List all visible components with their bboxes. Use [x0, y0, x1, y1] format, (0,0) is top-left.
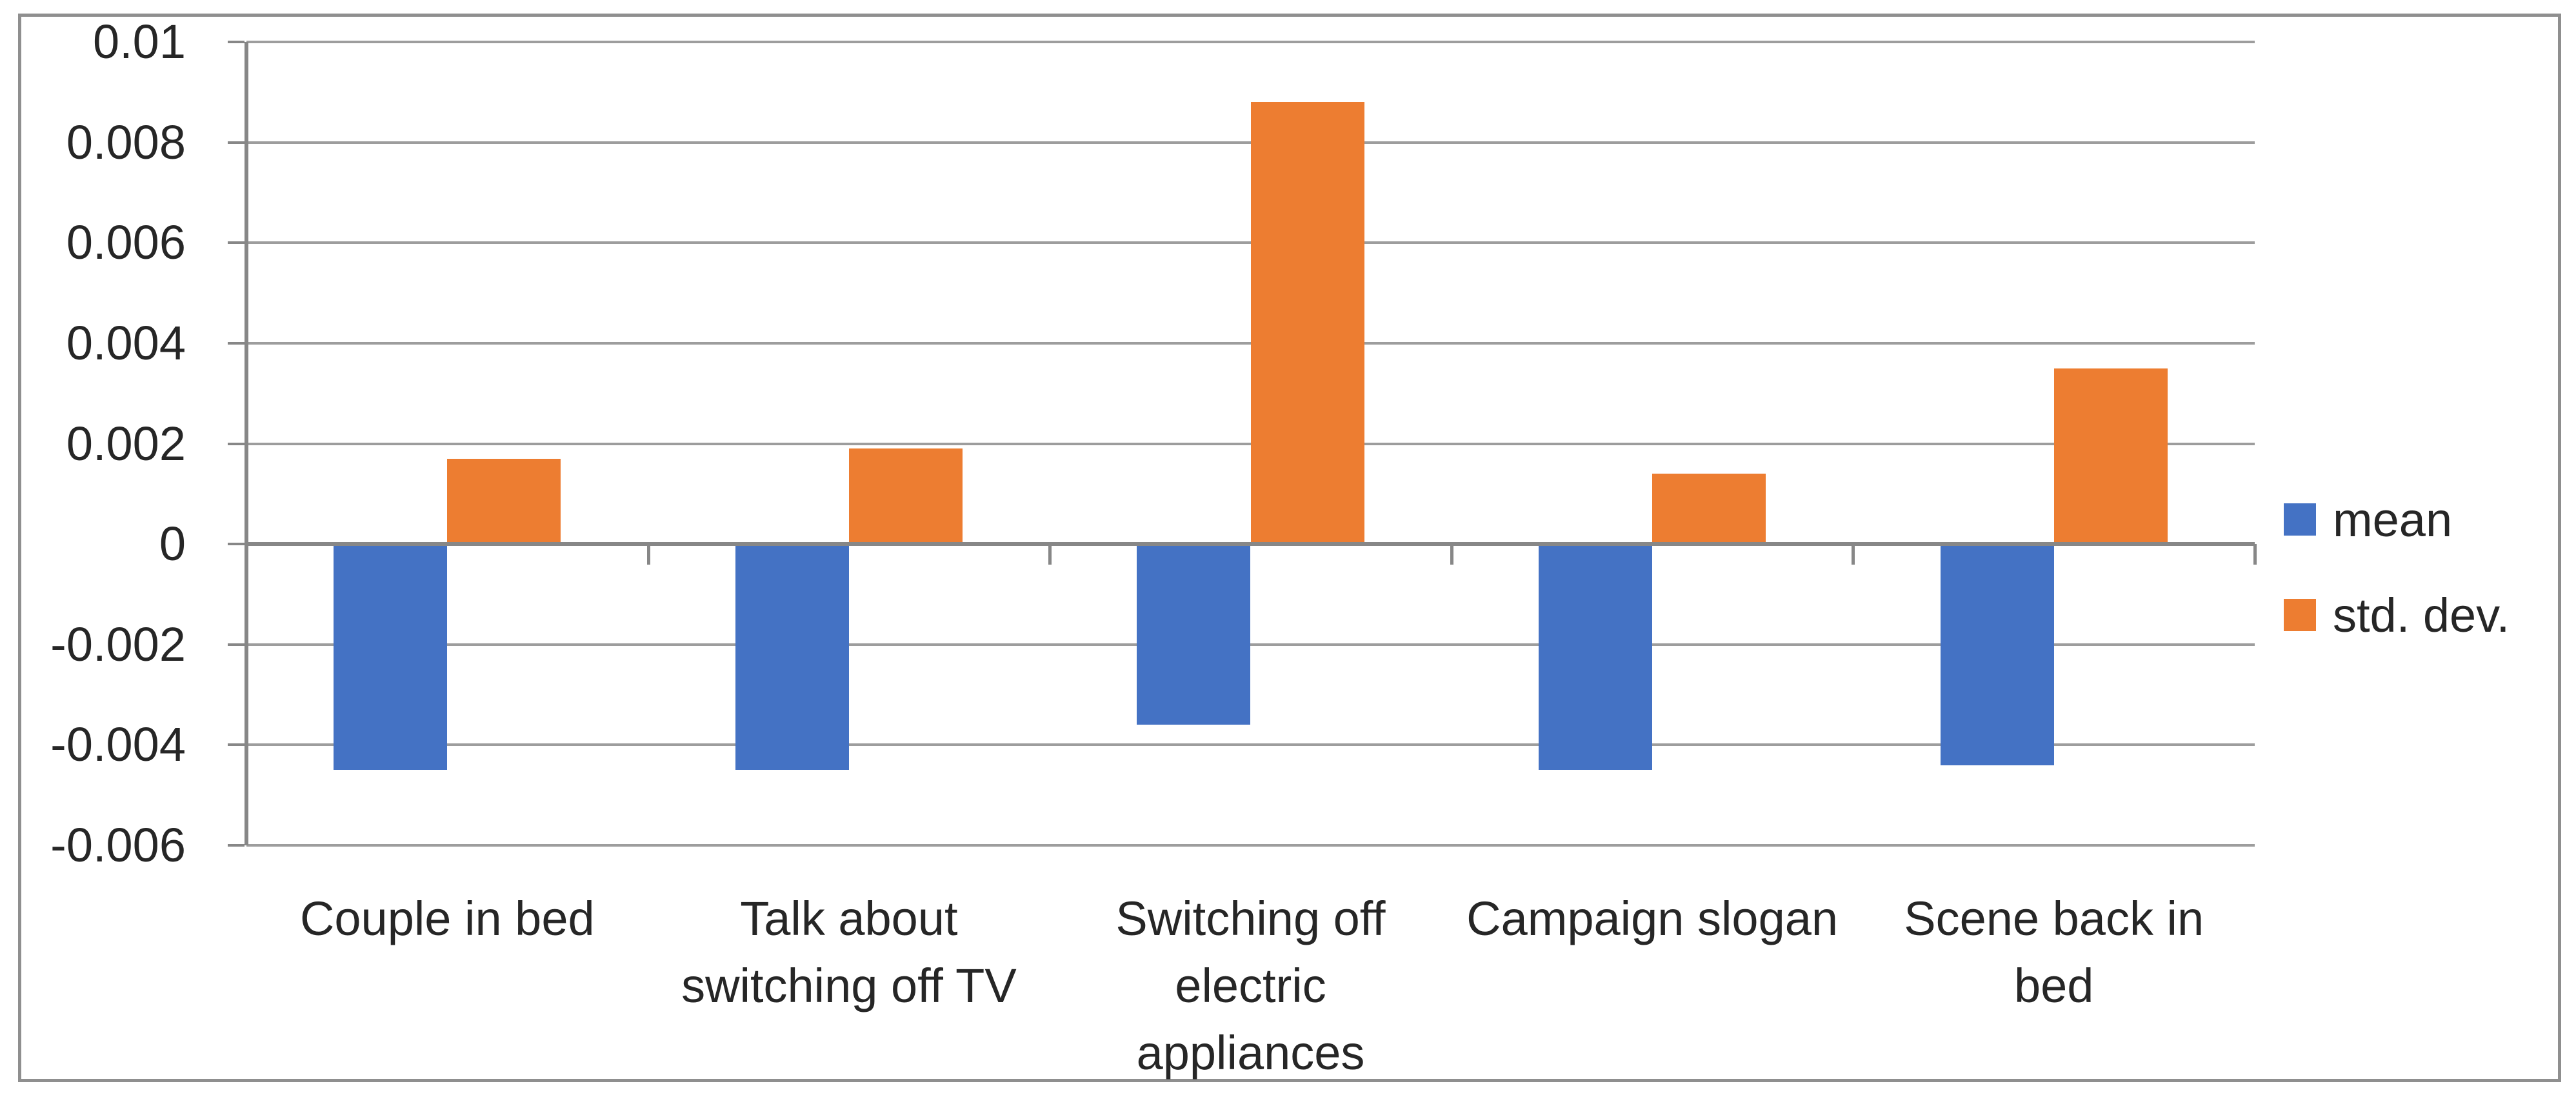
- category-axis-tick: [1852, 544, 1855, 565]
- y-axis-label: -0.006: [50, 818, 186, 872]
- y-axis-tick: [228, 643, 245, 646]
- y-axis-label: -0.004: [50, 718, 186, 772]
- y-axis-labels: 0.01 0.008 0.006 0.004 0.002 0 -0.002 -0.004 -0.…: [0, 0, 213, 1097]
- y-axis-label: 0.006: [66, 216, 186, 270]
- bar-mean-2: [1137, 544, 1251, 725]
- category-label: Switching off electric appliances: [1115, 892, 1386, 1080]
- gridline: [246, 643, 2255, 646]
- legend-swatch-std-dev: [2284, 599, 2316, 631]
- bar-std-dev-1: [848, 448, 963, 545]
- y-axis-label: 0.008: [66, 115, 186, 169]
- bar-std-dev-3: [1652, 474, 1766, 545]
- category-axis-tick: [2253, 544, 2257, 565]
- y-axis-tick: [228, 241, 245, 245]
- category-label: Talk about switching off TV: [681, 892, 1017, 1012]
- legend-item-mean: mean: [2284, 492, 2510, 547]
- gridline: [246, 41, 2255, 43]
- bar-mean-1: [735, 544, 849, 770]
- y-axis-line: [245, 42, 248, 845]
- category-label: Campaign slogan: [1466, 892, 1839, 945]
- gridline: [246, 844, 2255, 847]
- bar-mean-0: [334, 544, 448, 770]
- y-axis-tick: [228, 141, 245, 144]
- bar-mean-4: [1940, 544, 2054, 765]
- y-axis-tick: [228, 341, 245, 345]
- legend: mean std. dev.: [2284, 492, 2510, 686]
- y-axis-label: 0.01: [92, 15, 186, 68]
- y-axis-label: 0: [159, 517, 186, 571]
- category-label: Couple in bed: [299, 892, 595, 945]
- y-axis-tick: [228, 442, 245, 445]
- legend-item-std-dev: std. dev.: [2284, 589, 2510, 642]
- category-axis-tick: [245, 544, 248, 565]
- category-axis-tick: [1048, 544, 1052, 565]
- category-label: Scene back in bed: [1904, 892, 2204, 1012]
- y-axis-label: 0.002: [66, 416, 186, 470]
- y-axis-tick: [228, 41, 245, 43]
- legend-label: mean: [2333, 492, 2453, 547]
- legend-label: std. dev.: [2333, 588, 2510, 642]
- y-axis-tick: [228, 743, 245, 747]
- legend-swatch-mean: [2284, 503, 2316, 536]
- y-axis-tick: [228, 844, 245, 847]
- y-axis-label: 0.004: [66, 316, 186, 370]
- y-axis-tick: [228, 543, 245, 546]
- gridline: [246, 743, 2255, 747]
- category-axis-tick: [1450, 544, 1453, 565]
- x-axis-line: [246, 542, 2255, 547]
- plot-area: [228, 41, 2257, 847]
- bar-std-dev-4: [2053, 368, 2168, 545]
- bar-mean-3: [1539, 544, 1653, 770]
- category-axis-tick: [646, 544, 650, 565]
- bar-std-dev-0: [447, 458, 561, 545]
- y-axis-label: -0.002: [50, 617, 186, 671]
- bar-std-dev-2: [1250, 102, 1364, 545]
